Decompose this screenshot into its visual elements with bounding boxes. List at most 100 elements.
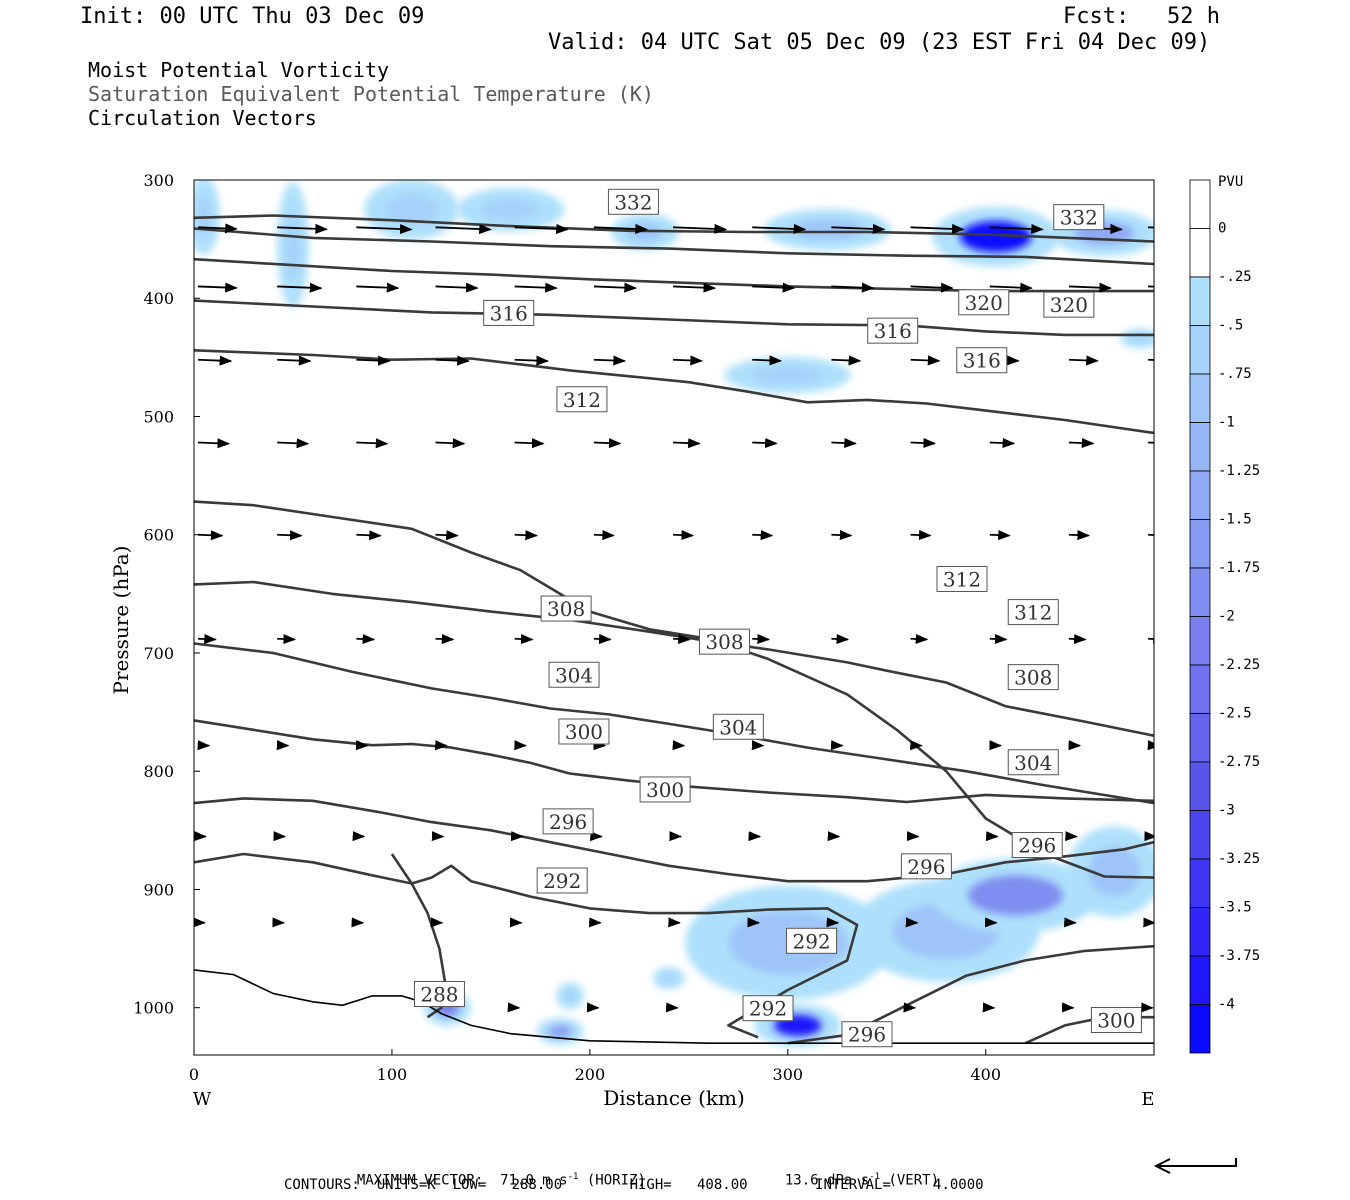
vert-vector-line: 13.6 dPa s-1 (VERT) — [768, 1159, 939, 1188]
contour-label-text-7: 312 — [563, 388, 601, 412]
contour-line-11 — [390, 853, 447, 1019]
colorbar-label-10: -2.5 — [1218, 706, 1252, 722]
vector-arrow-1-8 — [831, 282, 875, 293]
colorbar-swatch-2 — [1189, 276, 1211, 326]
vector-arrow-3-10 — [989, 437, 1016, 449]
contour-label-9: 312 — [1007, 599, 1059, 626]
vector-arrow-0-6 — [673, 223, 728, 234]
contour-line-7 — [194, 642, 1154, 805]
contour-label-13: 304 — [548, 661, 600, 688]
y-axis-label: Pressure (hPa) — [109, 546, 133, 695]
colorbar-swatch-10 — [1189, 664, 1211, 714]
contour-label-2: 320 — [958, 289, 1010, 316]
vector-arrow-4-10 — [989, 530, 1011, 541]
forecast-label: Fcst: — [1063, 4, 1130, 29]
vector-arrow-4-11 — [1068, 530, 1090, 541]
vector-arrow-0-5 — [593, 223, 648, 234]
contour-label-15: 304 — [1007, 749, 1059, 776]
colorbar-swatch-13 — [1189, 810, 1211, 860]
colorbar-unit: PVU — [1218, 174, 1243, 190]
colorbar-label-4: -1 — [1218, 415, 1235, 431]
vector-arrow-2-7 — [752, 355, 783, 366]
contour-label-3: 320 — [1043, 291, 1095, 318]
colorbar-swatch-17 — [1189, 1004, 1211, 1054]
vector-arrow-0-3 — [435, 224, 492, 235]
colorbar-label-8: -2 — [1218, 609, 1235, 625]
contour-label-7: 312 — [556, 386, 608, 413]
colorbar-label-3: -.75 — [1218, 366, 1252, 382]
vector-arrow-2-1 — [277, 355, 312, 366]
contour-label-25: 292 — [742, 995, 794, 1022]
vector-arrow-4-5 — [593, 530, 615, 541]
contour-label-0: 332 — [607, 188, 659, 215]
contour-label-text-1: 332 — [1060, 206, 1098, 230]
field-title-thetae: Saturation Equivalent Potential Temperat… — [88, 82, 654, 106]
forecast-hour: 52 h — [1167, 4, 1220, 29]
contour-line-1 — [194, 227, 1154, 266]
vector-arrow-1-0 — [197, 282, 238, 293]
contour-info: CONTOURS: UNITS=K LOW= 288.00 HIGH= 408.… — [284, 1177, 984, 1193]
contour-label-text-3: 320 — [1050, 293, 1088, 317]
max-vector-label: MAXIMUM VECTOR: — [356, 1172, 484, 1189]
vector-arrow-4-12 — [1148, 533, 1154, 536]
contour-label-22: 296 — [841, 1021, 893, 1048]
vector-arrow-1-9 — [910, 282, 954, 293]
contour-label-text-25: 292 — [749, 997, 787, 1021]
contour-label-10: 308 — [540, 595, 592, 622]
colorbar-swatch-9 — [1189, 616, 1211, 666]
contour-label-24: 292 — [786, 927, 838, 954]
pv-patch-16 — [548, 1025, 573, 1038]
vector-arrow-3-12 — [1148, 441, 1154, 444]
y-tick-label-1: 400 — [143, 289, 174, 308]
colorbar-swatch-3 — [1189, 325, 1211, 375]
vector-arrow-2-9 — [910, 355, 941, 366]
contour-label-text-22: 296 — [848, 1023, 886, 1047]
y-tick-label-3: 600 — [143, 526, 174, 545]
vector-arrow-3-3 — [435, 438, 466, 449]
vector-arrow-5-11 — [1068, 633, 1087, 645]
contour-label-6: 316 — [956, 347, 1008, 374]
contour-label-text-2: 320 — [965, 291, 1003, 315]
x-tick-label-2: 200 — [575, 1065, 606, 1084]
pv-patch-3 — [481, 198, 541, 221]
colorbar-label-6: -1.5 — [1218, 512, 1252, 528]
contour-line-10 — [194, 852, 859, 1039]
colorbar-label-0: 0 — [1218, 221, 1226, 237]
vector-arrow-0-4 — [514, 223, 569, 234]
horiz-tag: (HORIZ) — [586, 1172, 646, 1189]
vector-arrow-0-9 — [910, 223, 965, 234]
colorbar-swatch-12 — [1189, 761, 1211, 811]
vector-arrow-3-4 — [514, 438, 545, 449]
vector-arrow-2-6 — [673, 355, 703, 366]
vector-arrow-3-0 — [197, 438, 231, 449]
vector-arrow-2-11 — [1068, 355, 1099, 366]
colorbar-swatch-16 — [1189, 955, 1211, 1005]
vector-arrow-5-3 — [435, 633, 455, 645]
vector-arrow-0-0 — [197, 223, 238, 234]
colorbar-label-15: -3.75 — [1218, 948, 1260, 964]
contour-line-3 — [194, 299, 1154, 337]
pv-patch-13 — [1088, 846, 1141, 897]
vector-arrow-3-8 — [831, 437, 857, 449]
vector-arrow-0-8 — [831, 223, 886, 234]
contour-line-4 — [194, 349, 1154, 435]
contour-label-text-13: 304 — [555, 663, 593, 687]
colorbar-swatch-15 — [1189, 907, 1211, 957]
y-tick-label-6: 900 — [143, 880, 174, 899]
colorbar-label-2: -.5 — [1218, 318, 1243, 334]
colorbar-swatch-6 — [1189, 470, 1211, 520]
contour-label-1: 332 — [1053, 204, 1105, 231]
contour-label-text-5: 316 — [874, 319, 912, 343]
pv-patch-1 — [285, 209, 301, 281]
vector-arrow-2-3 — [435, 355, 470, 366]
contour-label-17: 300 — [639, 776, 691, 803]
colorbar-label-12: -3 — [1218, 803, 1235, 819]
vector-arrow-3-5 — [593, 438, 622, 449]
contour-label-11: 308 — [698, 628, 750, 655]
vector-arrow-0-7 — [752, 223, 807, 234]
contour-label-23: 292 — [536, 867, 588, 894]
contour-label-21: 296 — [1011, 832, 1063, 859]
contour-label-text-8: 312 — [943, 567, 981, 591]
pv-patch-0 — [196, 194, 212, 237]
